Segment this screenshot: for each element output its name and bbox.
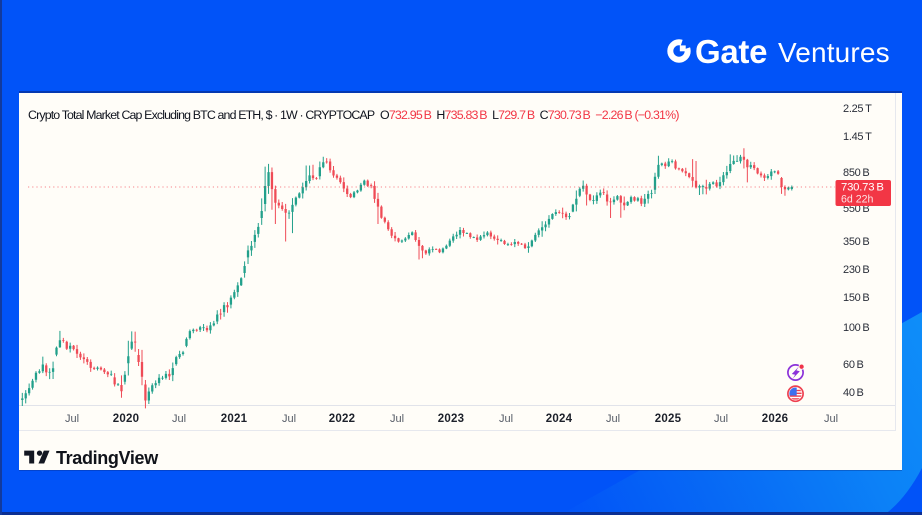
svg-text:6d 22h: 6d 22h	[841, 194, 874, 206]
svg-text:2.25 T: 2.25 T	[843, 103, 872, 115]
svg-text:Jul: Jul	[65, 413, 79, 425]
svg-text:Jul: Jul	[282, 413, 296, 425]
svg-text:850 B: 850 B	[843, 167, 869, 179]
svg-text:Jul: Jul	[714, 413, 728, 425]
svg-text:TradingView: TradingView	[56, 448, 159, 468]
svg-text:2021: 2021	[221, 413, 248, 425]
svg-text:Jul: Jul	[606, 413, 620, 425]
svg-text:1.45 T: 1.45 T	[843, 131, 872, 143]
svg-text:60 B: 60 B	[843, 359, 864, 371]
svg-text:Crypto Total Market Cap Exclud: Crypto Total Market Cap Excluding BTC an…	[28, 108, 375, 122]
svg-text:Jul: Jul	[172, 413, 186, 425]
svg-text:730.73 B: 730.73 B	[841, 182, 884, 194]
svg-text:350 B: 350 B	[843, 236, 869, 248]
svg-text:100 B: 100 B	[843, 322, 869, 334]
svg-text:150 B: 150 B	[843, 292, 869, 304]
svg-text:2023: 2023	[438, 413, 464, 425]
svg-text:40 B: 40 B	[843, 387, 864, 399]
svg-text:2024: 2024	[546, 413, 573, 425]
svg-text:230 B: 230 B	[843, 264, 869, 276]
svg-text:2022: 2022	[329, 413, 355, 425]
svg-text:2020: 2020	[113, 413, 139, 425]
svg-text:Jul: Jul	[499, 413, 513, 425]
svg-text:Jul: Jul	[824, 413, 838, 425]
svg-text:O732.95 B H735.83 B L729.7 B: O732.95 B H735.83 B L729.7 B C730.73 B −…	[380, 108, 679, 122]
svg-text:Jul: Jul	[390, 413, 404, 425]
svg-text:2025: 2025	[655, 413, 682, 425]
svg-text:2026: 2026	[762, 413, 788, 425]
